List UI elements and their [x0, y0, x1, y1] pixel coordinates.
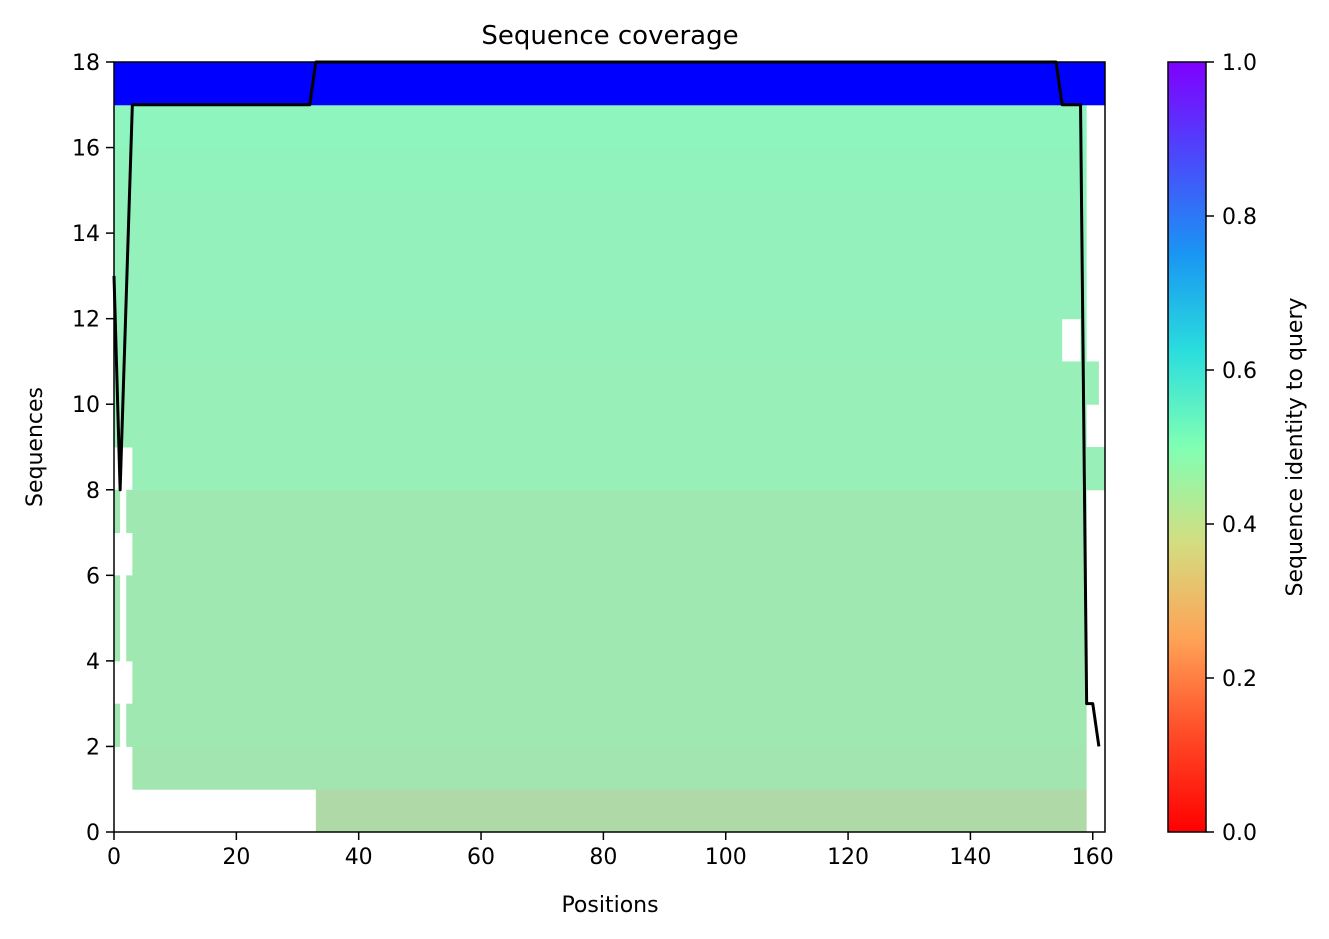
heatmap-cell-row-0-seg-0	[315, 789, 1087, 833]
x-tick-label: 80	[589, 845, 617, 870]
colorbar-tick-label: 0.0	[1222, 821, 1257, 846]
x-tick-label: 40	[345, 845, 373, 870]
colorbar-tick-label: 0.4	[1222, 513, 1257, 538]
heatmap-cell-row-5-seg-1	[126, 575, 1087, 619]
y-tick-label: 12	[72, 308, 100, 333]
heatmap-cell-row-13-seg-0	[114, 233, 1087, 277]
heatmap-cell-row-8-seg-0	[132, 447, 1105, 491]
chart-title: Sequence coverage	[481, 21, 738, 51]
x-tick-label: 0	[107, 845, 121, 870]
x-axis-label: Positions	[561, 893, 658, 918]
heatmap-cell-row-2-seg-1	[126, 703, 1087, 747]
heatmap-cell-row-15-seg-0	[114, 147, 1087, 191]
x-tick-label: 20	[222, 845, 250, 870]
heatmap-cell-row-17-seg-0	[114, 62, 1105, 106]
x-tick-label: 140	[949, 845, 991, 870]
y-axis-label: Sequences	[23, 387, 48, 507]
colorbar-label: Sequence identity to query	[1283, 297, 1308, 596]
y-tick-label: 16	[72, 137, 100, 162]
plot-frame	[113, 61, 1106, 833]
heatmap-cell-row-7-seg-1	[126, 489, 1087, 534]
heatmap-cell-row-1-seg-0	[132, 746, 1087, 790]
y-tick-label: 2	[86, 735, 100, 760]
heatmap-cells	[114, 62, 1105, 833]
heatmap-cell-row-16-seg-0	[114, 104, 1087, 149]
y-tick-label: 8	[86, 479, 100, 504]
colorbar-ticks: 0.0 0.2 0.4 0.6 0.8 1.0	[1206, 51, 1257, 846]
y-axis-ticks: 0 2 4 6 8 10 12 14 16 18	[72, 51, 114, 846]
heatmap-cell-row-14-seg-0	[114, 190, 1087, 234]
y-tick-label: 6	[86, 564, 100, 589]
heatmap-cell-row-7-seg-0	[114, 489, 121, 534]
x-tick-label: 100	[705, 845, 747, 870]
heatmap-cell-row-4-seg-1	[126, 618, 1087, 662]
heatmap-cell-row-6-seg-0	[132, 532, 1087, 576]
x-tick-label: 120	[827, 845, 869, 870]
heatmap-cell-row-4-seg-0	[114, 618, 121, 662]
heatmap-cell-row-10-seg-0	[114, 361, 1099, 405]
colorbar-tick-label: 0.2	[1222, 667, 1257, 692]
colorbar-tick-label: 0.6	[1222, 359, 1257, 384]
heatmap-cell-row-9-seg-0	[114, 404, 1087, 448]
plot-area: 0 20 40 60 80 100 120 140 160 0 2 4 6 8 10 12 14 16 18	[72, 51, 1114, 870]
y-tick-label: 0	[86, 821, 100, 846]
y-tick-label: 10	[72, 393, 100, 418]
heatmap-cell-row-12-seg-0	[114, 275, 1087, 320]
heatmap-cell-row-3-seg-0	[132, 660, 1087, 705]
colorbar-tick-label: 0.8	[1222, 205, 1257, 230]
x-tick-label: 160	[1072, 845, 1114, 870]
colorbar-gradient	[1167, 61, 1207, 833]
x-tick-label: 60	[467, 845, 495, 870]
x-axis-ticks: 0 20 40 60 80 100 120 140 160	[107, 832, 1114, 870]
heatmap-cell-row-11-seg-0	[114, 318, 1063, 362]
heatmap-cell-row-5-seg-0	[114, 575, 121, 619]
y-tick-label: 4	[86, 650, 100, 675]
heatmap-cell-row-2-seg-0	[114, 703, 121, 747]
y-tick-label: 14	[72, 222, 100, 247]
colorbar: 0.0 0.2 0.4 0.6 0.8 1.0 Sequence identity to …	[1167, 51, 1308, 846]
colorbar-tick-label: 1.0	[1222, 51, 1257, 76]
y-tick-label: 18	[72, 51, 100, 76]
